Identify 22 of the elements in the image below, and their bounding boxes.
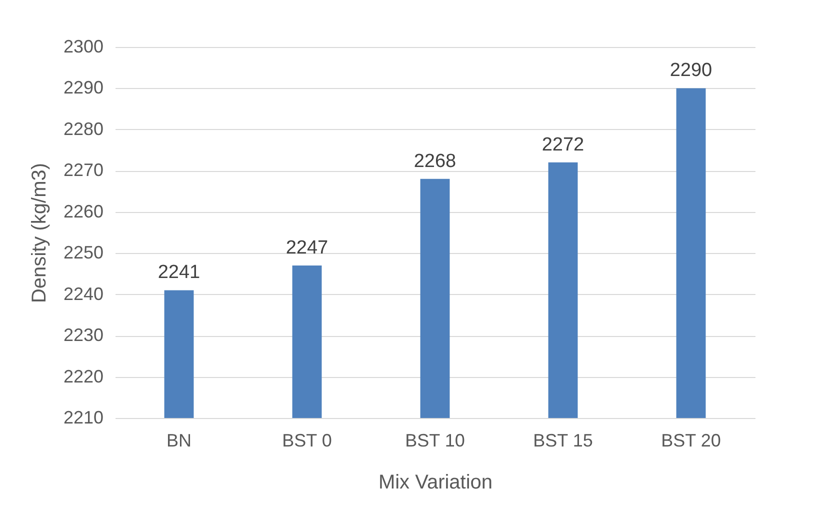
- y-tick-label: 2230: [63, 325, 104, 346]
- y-tick-label: 2220: [63, 366, 104, 386]
- x-tick-label: BST 10: [405, 430, 465, 450]
- x-axis-title: Mix Variation: [378, 472, 493, 494]
- y-tick-label: 2270: [63, 160, 104, 180]
- y-tick-label: 2290: [63, 78, 104, 98]
- data-label: 2241: [158, 262, 200, 284]
- data-label: 2272: [542, 134, 584, 156]
- data-label: 2268: [414, 150, 456, 172]
- x-tick-label: BST 20: [661, 430, 721, 450]
- y-tick-label: 2210: [63, 408, 104, 428]
- x-tick-label: BN: [166, 430, 192, 450]
- y-tick-label: 2280: [63, 118, 104, 139]
- x-tick-label: BST 15: [533, 430, 593, 450]
- y-tick-label: 2260: [63, 201, 104, 222]
- data-label: 2290: [670, 60, 712, 82]
- x-tick-label: BST 0: [282, 430, 332, 450]
- y-tick-label: 2250: [63, 242, 104, 263]
- y-axis-title: Density (kg/m3): [28, 162, 50, 304]
- y-tick-label: 2300: [63, 36, 104, 56]
- y-tick-label: 2240: [63, 284, 104, 304]
- data-label: 2247: [286, 237, 328, 258]
